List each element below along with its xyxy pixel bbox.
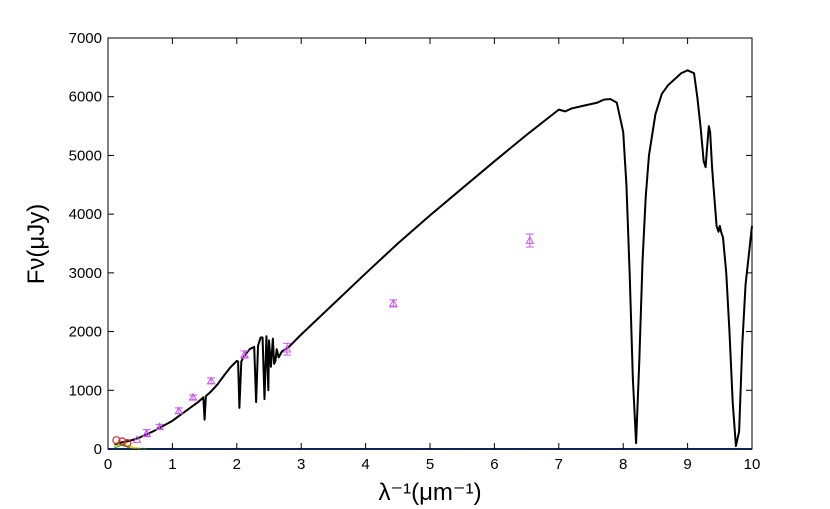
data-point-circle-2 [123,439,132,448]
x-tick-label: 3 [297,456,305,473]
observation-point-0 [132,435,142,443]
x-tick-label: 9 [683,456,691,473]
triangle-marker [525,236,535,244]
observation-point-8 [388,298,398,308]
observation-point-6 [240,349,249,359]
x-tick-label: 5 [426,456,434,473]
observation-point-1 [142,428,151,438]
triangle-marker [142,428,151,437]
y-tick-label: 4000 [69,206,102,223]
observation-point-9 [525,233,535,248]
x-axis-label: λ⁻¹(μm⁻¹) [378,479,481,506]
observation-point-7 [282,342,292,356]
observation-point-4 [188,392,198,401]
component-curve-2 [113,442,141,450]
x-tick-label: 4 [361,456,369,473]
triangle-marker [282,344,292,353]
triangle-marker [132,435,142,443]
data-point-circle-0 [112,436,121,445]
triangle-marker [188,392,198,401]
y-tick-label: 5000 [69,147,102,164]
y-tick-label: 7000 [69,30,102,47]
x-tick-label: 2 [233,456,241,473]
observation-point-2 [155,422,164,430]
triangle-marker [240,349,249,358]
x-tick-label: 10 [744,456,761,473]
triangle-marker [388,298,398,307]
x-tick-label: 7 [555,456,563,473]
observation-point-5 [206,376,216,385]
y-tick-label: 1000 [69,382,102,399]
y-tick-label: 2000 [69,324,102,341]
x-tick-label: 6 [490,456,498,473]
triangle-marker [155,422,164,430]
y-tick-label: 3000 [69,265,102,282]
y-tick-label: 0 [94,441,102,458]
x-tick-label: 8 [619,456,627,473]
y-tick-label: 6000 [69,89,102,106]
triangle-marker [174,406,184,415]
x-tick-label: 0 [104,456,112,473]
triangle-marker [206,376,216,385]
data-point-circle-1 [118,437,127,446]
model-spectrum-line-0 [114,69,753,448]
plot-area [108,38,752,449]
observation-point-3 [174,406,184,415]
y-axis-label: Fν(μJy) [23,204,50,284]
x-tick-label: 1 [168,456,176,473]
